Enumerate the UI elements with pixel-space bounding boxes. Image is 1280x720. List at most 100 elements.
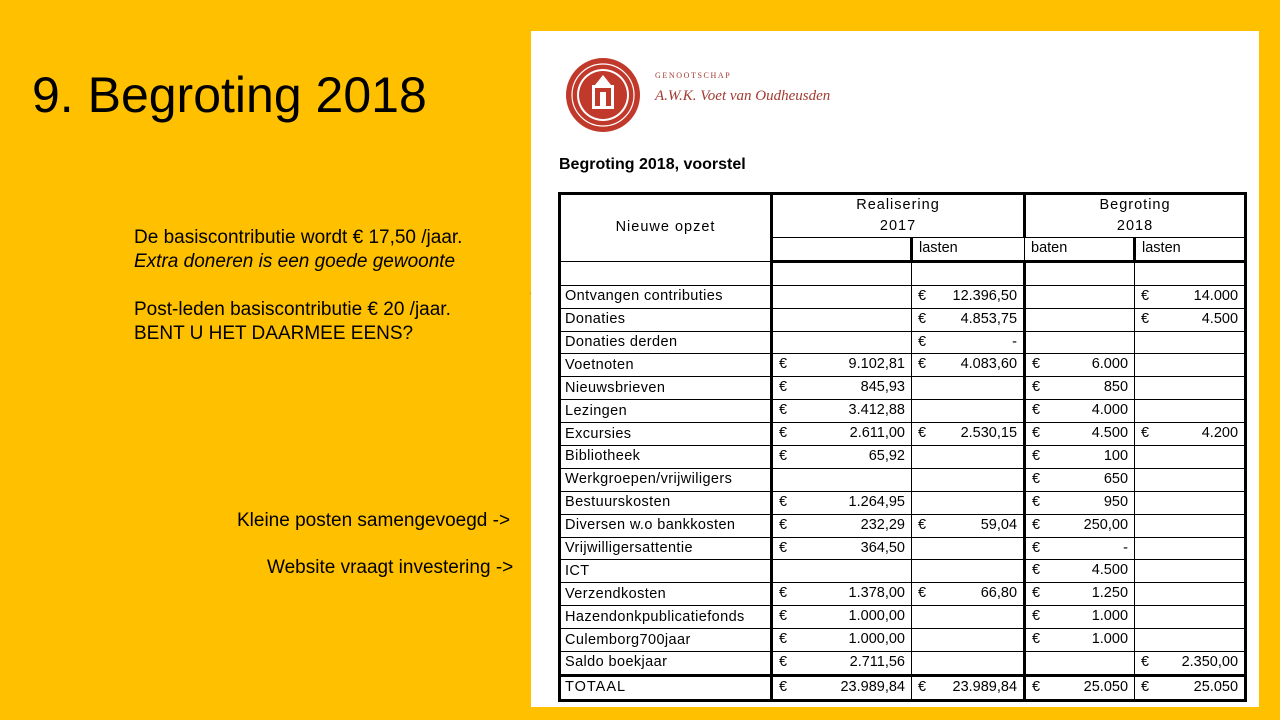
amount-cell: €2.350,00 (1134, 651, 1248, 676)
row-label: Saldo boekjaar (558, 651, 773, 676)
table-row: Ontvangen contributies €12.396,50 €14.000 (558, 284, 1248, 309)
amount-value: 4.853,75 (960, 310, 1018, 327)
amount-value: 1.264,95 (848, 493, 905, 510)
amount-cell: €950 (1024, 490, 1136, 515)
amount-cell: €1.264,95 (771, 490, 912, 515)
row-label: Vrijwilligersattentie (558, 536, 773, 561)
amount-cell (771, 260, 912, 286)
note-post-members: Post-leden basiscontributie € 20 /jaar. (134, 299, 451, 320)
amount-cell (1024, 307, 1136, 332)
row-label: Culemborg700jaar (558, 628, 773, 653)
header-blank (770, 237, 913, 263)
currency-sign: € (918, 585, 927, 602)
amount-value: 364,50 (860, 539, 905, 556)
amount-cell (910, 445, 1027, 469)
amount-value: 25.050 (1193, 678, 1239, 695)
amount-cell: €100 (1024, 445, 1136, 469)
currency-sign: € (779, 678, 788, 695)
amount-cell: €4.500 (1024, 422, 1136, 447)
amount-cell: €1.000 (1024, 628, 1136, 653)
amount-value: 9.102,81 (848, 356, 905, 373)
row-label: Donaties derden (558, 330, 773, 355)
header-lasten-2018: lasten (1134, 237, 1247, 263)
amount-cell (910, 399, 1027, 424)
amount-cell: €4.200 (1134, 422, 1248, 447)
header-budget: Begroting 2018 (1024, 192, 1248, 238)
slide-title: 9. Begroting 2018 (32, 67, 427, 123)
budget-title: Begroting 2018, voorstel (559, 156, 746, 173)
amount-cell (910, 628, 1027, 653)
total-label: TOTAAL (558, 673, 773, 702)
amount-value: 4.500 (1091, 425, 1129, 442)
amount-cell (771, 467, 912, 492)
currency-sign: € (1141, 425, 1150, 442)
amount-cell (910, 605, 1027, 630)
amount-value: 1.000 (1091, 608, 1129, 625)
society-seal-logo (566, 58, 640, 132)
header-new-setup: Nieuwe opzet (558, 192, 773, 262)
amount-value: 66,80 (980, 585, 1018, 602)
table-row: Lezingen €3.412,88 €4.000 (558, 399, 1248, 424)
currency-sign: € (1141, 287, 1150, 304)
amount-cell (1134, 260, 1248, 286)
amount-cell (910, 490, 1027, 515)
header-lasten-2017: lasten (910, 237, 1026, 263)
amount-cell (1134, 330, 1248, 355)
amount-cell: €1.000,00 (771, 605, 912, 630)
currency-sign: € (1032, 379, 1041, 396)
amount-cell (910, 260, 1027, 286)
table-row: Excursies €2.611,00 €2.530,15 €4.500 €4.200 (558, 422, 1248, 447)
amount-value: 850 (1103, 379, 1129, 396)
amount-cell (1134, 376, 1248, 401)
row-label: Ontvangen contributies (558, 284, 773, 309)
currency-sign: € (1032, 585, 1041, 602)
amount-value: 845,93 (860, 379, 905, 396)
amount-cell (1134, 582, 1248, 607)
currency-sign: € (1032, 608, 1041, 625)
currency-sign: € (779, 516, 788, 533)
row-label: Excursies (558, 422, 773, 447)
table-row: Bibliotheek €65,92 €100 (558, 445, 1248, 469)
currency-sign: € (1032, 425, 1041, 442)
amount-cell: € - (910, 330, 1027, 355)
amount-cell: €1.000 (1024, 605, 1136, 630)
amount-value: - (1123, 539, 1129, 556)
header-realisation: Realisering 2017 (770, 192, 1027, 238)
amount-value: 59,04 (980, 516, 1018, 533)
currency-sign: € (779, 448, 788, 465)
currency-sign: € (1032, 402, 1041, 419)
currency-sign: € (779, 654, 788, 671)
currency-sign: € (1032, 631, 1041, 648)
amount-cell (1134, 559, 1248, 584)
budget-table: Nieuwe opzet Realisering 2017 Begroting 20… (558, 192, 1248, 702)
amount-cell: €4.500 (1134, 307, 1248, 332)
amount-value: 4.083,60 (960, 356, 1018, 373)
amount-value: 100 (1103, 448, 1129, 465)
note-basic-contribution: De basiscontributie wordt € 17,50 /jaar. (134, 227, 463, 248)
note-extra-donation: Extra doneren is een goede gewoonte (134, 251, 456, 272)
currency-sign: € (1032, 493, 1041, 510)
society-label: GENOOTSCHAP (655, 71, 732, 80)
society-name: A.W.K. Voet van Oudheusden (655, 88, 831, 104)
amount-value: 23.989,84 (840, 678, 905, 695)
currency-sign: € (1032, 678, 1041, 695)
amount-value: 12.396,50 (952, 287, 1018, 304)
amount-cell (910, 651, 1027, 676)
amount-value: - (1012, 333, 1018, 350)
amount-cell (1134, 628, 1248, 653)
table-row: Vrijwilligersattentie €364,50 € - (558, 536, 1248, 561)
amount-cell: €3.412,88 (771, 399, 912, 424)
amount-cell: €364,50 (771, 536, 912, 561)
amount-cell (910, 559, 1027, 584)
amount-cell: €250,00 (1024, 513, 1136, 538)
amount-value: 3.412,88 (848, 402, 905, 419)
currency-sign: € (779, 379, 788, 396)
row-label: Voetnoten (558, 353, 773, 378)
currency-sign: € (1032, 562, 1041, 579)
amount-cell: €2.530,15 (910, 422, 1027, 447)
table-row: ICT €4.500 (558, 559, 1248, 584)
table-row: Saldo boekjaar €2.711,56 €2.350,00 (558, 651, 1248, 676)
amount-cell: €23.989,84 (771, 673, 912, 702)
amount-cell: €14.000 (1134, 284, 1248, 309)
currency-sign: € (779, 402, 788, 419)
